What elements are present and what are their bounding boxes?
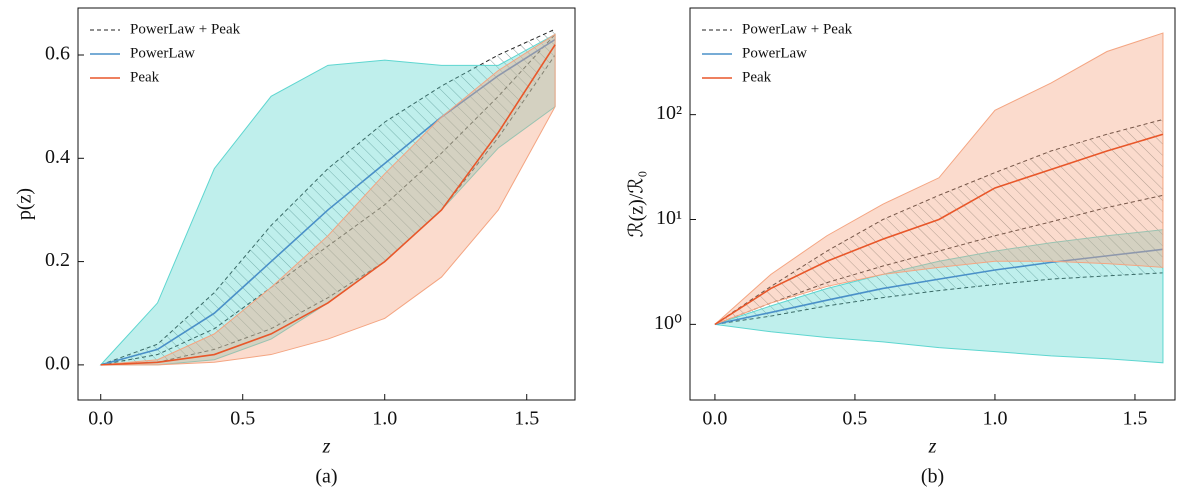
caption: (a)	[315, 466, 337, 488]
x-tick-label: 1.5	[1122, 408, 1147, 430]
y-tick-label: 0.4	[45, 146, 70, 168]
band	[100, 29, 556, 365]
band	[100, 33, 556, 366]
x-tick-label: 1.0	[982, 408, 1007, 430]
band	[714, 32, 1164, 325]
median-line	[714, 248, 1164, 326]
legend-label: PowerLaw + Peak	[130, 21, 241, 37]
plot-frame	[77, 7, 576, 401]
plot-frame	[689, 7, 1176, 401]
bound-line	[714, 118, 1164, 325]
y-tick-label: 0.0	[45, 352, 70, 374]
x-tick-label: 0.0	[702, 408, 727, 430]
bound-line	[100, 28, 556, 366]
legend-label: Peak	[742, 69, 772, 85]
bound-line	[714, 272, 1163, 325]
x-tick-label: 0.5	[842, 408, 867, 430]
x-tick-label: 1.5	[514, 408, 539, 430]
legend-label: PowerLaw + Peak	[742, 21, 853, 37]
y-tick-label: 10¹	[656, 207, 682, 229]
band	[714, 119, 1163, 325]
x-tick-label: 0.0	[88, 408, 113, 430]
y-tick-label: 10⁰	[654, 312, 682, 334]
caption: (b)	[921, 466, 944, 488]
x-axis-label: z	[322, 436, 331, 458]
median-line	[100, 38, 556, 366]
x-tick-label: 1.0	[372, 408, 397, 430]
y-tick-label: 0.6	[45, 43, 70, 65]
median-line	[100, 44, 556, 366]
x-tick-label: 0.5	[230, 408, 255, 430]
legend-label: PowerLaw	[742, 45, 807, 61]
median-line	[100, 34, 556, 366]
y-axis-label: ℛ(z)/ℛ₀	[626, 171, 648, 238]
legend-label: Peak	[130, 69, 160, 85]
y-axis-label: p(z)	[14, 188, 36, 220]
x-axis-label: z	[928, 436, 937, 458]
legend-label: PowerLaw	[130, 45, 195, 61]
y-tick-label: 10²	[656, 102, 682, 124]
bound-line	[100, 54, 556, 366]
median-line	[714, 133, 1164, 326]
median-line	[714, 194, 1164, 325]
y-tick-label: 0.2	[45, 249, 70, 271]
